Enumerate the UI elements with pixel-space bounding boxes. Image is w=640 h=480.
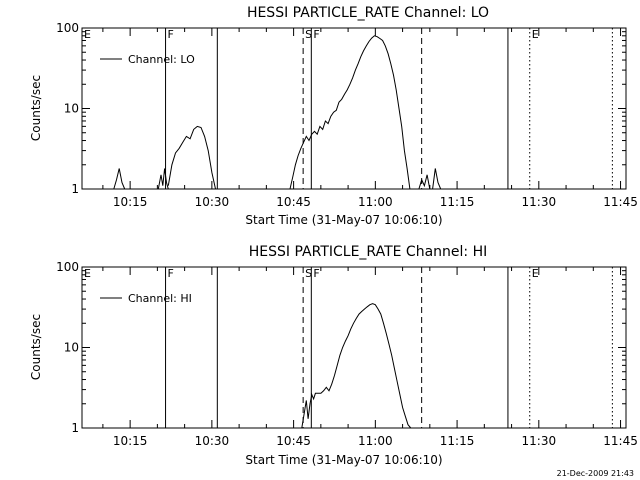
x-tick-label: 11:30 bbox=[522, 195, 557, 209]
event-marker-label: F bbox=[313, 267, 319, 280]
event-marker-label: E bbox=[532, 267, 539, 280]
x-tick-label: 10:30 bbox=[195, 195, 230, 209]
x-tick-label: 11:15 bbox=[440, 434, 475, 448]
chart-panel-lo: HESSI PARTICLE_RATE Channel: LO Start Ti… bbox=[29, 5, 638, 227]
y-axis-label: Counts/sec bbox=[29, 75, 43, 141]
chart-title: HESSI PARTICLE_RATE Channel: HI bbox=[249, 244, 487, 260]
y-tick-label: 1 bbox=[71, 182, 79, 196]
x-tick-label: 10:45 bbox=[276, 195, 311, 209]
series-line bbox=[167, 125, 216, 190]
y-axis-label: Counts/sec bbox=[29, 314, 43, 380]
footer-timestamp: 21-Dec-2009 21:43 bbox=[556, 469, 634, 478]
event-marker-label: F bbox=[313, 28, 319, 41]
x-tick-label: 11:30 bbox=[522, 434, 557, 448]
y-tick-label: 1 bbox=[71, 421, 79, 435]
series-line bbox=[157, 168, 169, 190]
x-tick-label: 11:15 bbox=[440, 195, 475, 209]
legend-label: Channel: HI bbox=[128, 292, 192, 305]
legend-label: Channel: LO bbox=[128, 53, 195, 66]
plot-area: 10:15 10:30 10:45 11:00 11:15 11:30 11:45 1 10 10… bbox=[56, 260, 638, 448]
x-axis-label: Start Time (31-May-07 10:06:10) bbox=[245, 213, 442, 227]
x-tick-label: 10:45 bbox=[276, 434, 311, 448]
y-tick-label: 10 bbox=[64, 102, 79, 116]
x-tick-label: 10:15 bbox=[113, 195, 148, 209]
event-marker-label: F bbox=[168, 28, 174, 41]
x-tick-label: 11:45 bbox=[603, 195, 638, 209]
series-line bbox=[289, 35, 411, 190]
event-marker-label: E bbox=[84, 28, 91, 41]
x-tick-label: 10:15 bbox=[113, 434, 148, 448]
series-line bbox=[301, 303, 412, 429]
event-marker-label: S bbox=[305, 28, 312, 41]
event-marker-label: S bbox=[305, 267, 312, 280]
x-tick-label: 11:45 bbox=[603, 434, 638, 448]
y-tick-label: 100 bbox=[56, 21, 79, 35]
series-line bbox=[418, 174, 431, 190]
series-line bbox=[432, 168, 442, 190]
chart-panel-hi: HESSI PARTICLE_RATE Channel: HI Start Ti… bbox=[29, 244, 638, 467]
x-tick-label: 11:00 bbox=[358, 434, 393, 448]
event-marker-label: E bbox=[532, 28, 539, 41]
y-tick-label: 10 bbox=[64, 341, 79, 355]
event-marker-label: F bbox=[168, 267, 174, 280]
plot-area: 10:15 10:30 10:45 11:00 11:15 11:30 11:45 1 10 10… bbox=[56, 21, 638, 209]
x-axis-label: Start Time (31-May-07 10:06:10) bbox=[245, 453, 442, 467]
series-line bbox=[113, 168, 126, 190]
x-tick-label: 10:30 bbox=[195, 434, 230, 448]
event-marker-label: E bbox=[84, 267, 91, 280]
chart-title: HESSI PARTICLE_RATE Channel: LO bbox=[247, 5, 489, 21]
y-tick-label: 100 bbox=[56, 260, 79, 274]
x-tick-label: 11:00 bbox=[358, 195, 393, 209]
